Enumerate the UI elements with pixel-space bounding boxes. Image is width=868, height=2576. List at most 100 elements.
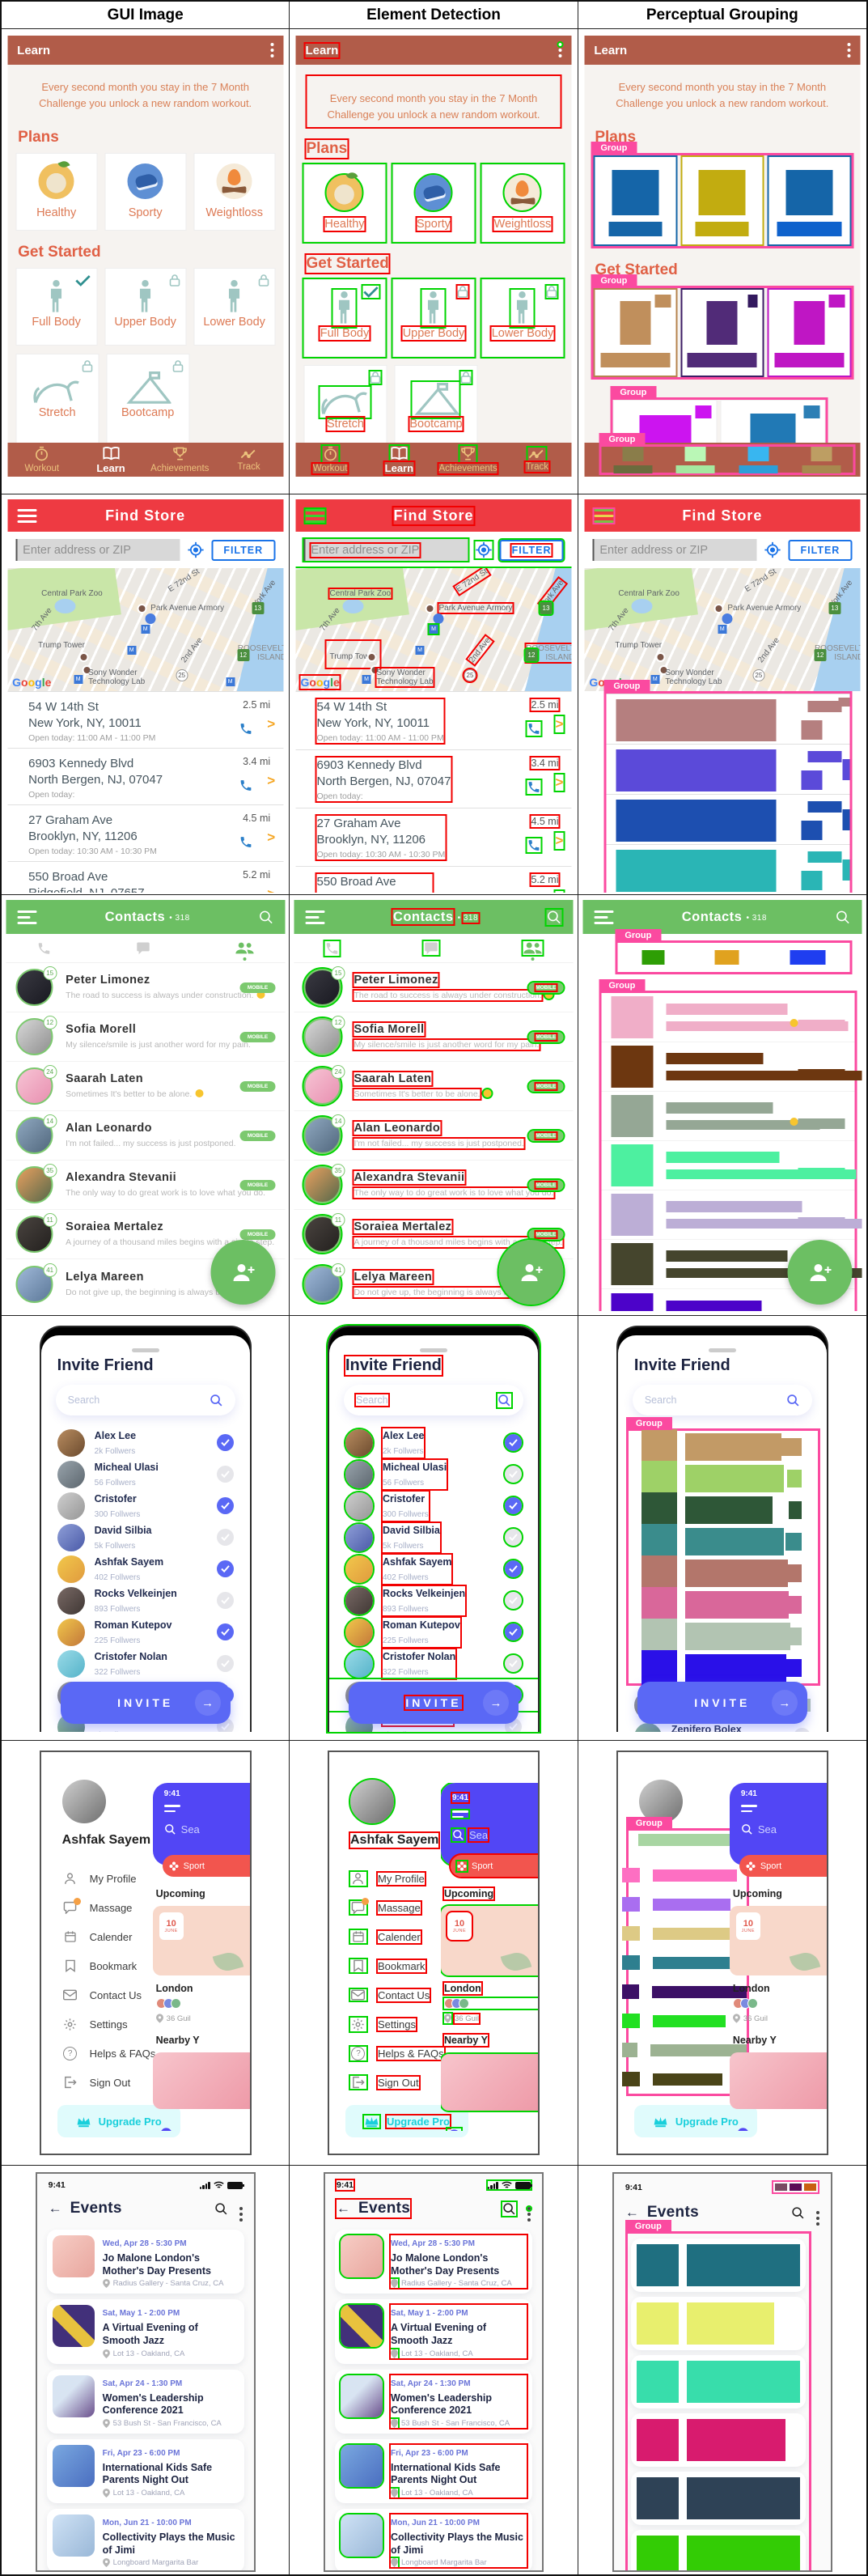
plan-card-weightloss[interactable]: Weightloss [480, 163, 565, 244]
checkbox-checked[interactable] [216, 1560, 234, 1577]
phone-icon[interactable] [239, 779, 252, 792]
address-input[interactable]: Enter address or ZIP [302, 537, 470, 562]
invite-button[interactable]: INVITE → [60, 1682, 231, 1724]
search-icon[interactable] [210, 1394, 223, 1407]
chevron-icon[interactable]: > [553, 715, 565, 734]
invite-row[interactable]: Zenifero Bolex2k Follwers [618, 1721, 827, 1732]
menu-item-calender[interactable]: Calender [62, 1922, 250, 1951]
workout-card-upper-body[interactable]: Upper Body [104, 268, 187, 346]
kebab-icon[interactable] [239, 2207, 243, 2210]
menu-item-sign-out[interactable]: Sign Out [62, 2068, 250, 2097]
menu-item-my-profile[interactable]: My Profile [348, 1864, 538, 1893]
tab-contacts-icon[interactable] [235, 941, 254, 961]
checkbox-unchecked[interactable] [216, 1529, 234, 1546]
invite-button[interactable]: INVITE → [348, 1682, 519, 1724]
nav-item-workout[interactable]: Workout [295, 444, 364, 475]
filter-button[interactable]: FILTER [788, 539, 853, 561]
kebab-icon[interactable] [847, 43, 851, 46]
filter-button[interactable]: FILTER [211, 539, 276, 561]
event-card[interactable]: Sat, May 1 - 2:00 PM A Virtual Evening of… [334, 2299, 532, 2364]
checkbox-checked[interactable] [216, 1497, 234, 1514]
hamburger-icon[interactable] [592, 507, 616, 524]
tab-chat-icon[interactable] [135, 941, 150, 955]
store-map[interactable]: Central Park Zoo E 72nd St Park Avenue A… [584, 568, 861, 691]
hamburger-icon[interactable] [163, 1805, 180, 1812]
workout-card-full-body[interactable]: Full Body [302, 278, 387, 359]
invite-row[interactable]: Cristofer 300 Follwers [41, 1490, 250, 1521]
nav-item-learn[interactable]: Learn [365, 443, 434, 476]
contact-row[interactable]: 41 Lelya Mareen Do not give up, the begin… [6, 1259, 285, 1309]
contact-row[interactable]: 14 Alan Leonardo I'm not failed... my suc… [294, 1111, 574, 1161]
upgrade-pro-button[interactable]: Upgrade Pro [57, 2105, 180, 2137]
contact-row[interactable]: 12 Sofia Morell My silence/smile is just … [294, 1012, 574, 1062]
menu-item-settings[interactable]: Settings [348, 2009, 538, 2039]
contact-row[interactable]: 24 Saarah Laten Sometimes It's better to … [6, 1062, 286, 1111]
invite-row[interactable]: Micheal Ulasi 56 Follwers [41, 1458, 250, 1490]
nav-item-track[interactable]: Track [214, 448, 283, 472]
phone-icon[interactable] [525, 779, 543, 796]
menu-item-contact-us[interactable]: Contact Us [62, 1980, 250, 2009]
checkbox-unchecked[interactable] [502, 1464, 523, 1484]
workout-card-lower-body[interactable]: Lower Body [193, 268, 276, 346]
tab-chat-icon[interactable] [421, 940, 441, 957]
event-card[interactable]: Mon, Jun 21 - 10:00 PM Collectivity Plays… [46, 2509, 244, 2570]
contact-row[interactable]: 35 Alexandra Stevanii The only way to do … [294, 1161, 574, 1210]
menu-item-bookmark[interactable]: Bookmark [62, 1951, 250, 1980]
invite-button[interactable]: INVITE → [637, 1682, 807, 1724]
plan-card-weightloss[interactable]: Weightloss [193, 153, 276, 231]
invite-row[interactable]: Cristofer Nolan 322 Follwers [41, 1648, 250, 1679]
search-icon[interactable] [791, 2206, 805, 2220]
checkbox-checked[interactable] [216, 1434, 234, 1451]
add-contact-fab[interactable] [787, 1240, 853, 1305]
event-card[interactable]: Sat, Apr 24 - 1:30 PM Women's Leadership … [334, 2369, 532, 2434]
search-icon[interactable] [500, 2200, 518, 2217]
store-row[interactable]: 6903 Kennedy Blvd North Bergen, NJ, 07047… [295, 749, 572, 808]
nav-item-achievements[interactable]: Achievements [434, 444, 502, 475]
add-contact-fab[interactable] [210, 1240, 276, 1305]
tab-contacts-icon[interactable] [521, 940, 544, 961]
checkbox-unchecked[interactable] [793, 1728, 811, 1732]
phone-icon[interactable] [239, 835, 252, 849]
contact-row[interactable]: 12 Sofia Morell My silence/smile is just … [6, 1012, 286, 1062]
workout-card-full-body[interactable]: Full Body [15, 268, 98, 346]
checkbox-checked[interactable] [502, 1622, 523, 1642]
chevron-icon[interactable]: > [267, 830, 276, 845]
search-icon[interactable] [495, 1391, 513, 1409]
add-contact-fab[interactable] [497, 1238, 565, 1306]
mini-image-card[interactable] [440, 2052, 538, 2112]
plan-card-sporty[interactable]: Sporty [104, 153, 187, 231]
chevron-icon[interactable]: > [553, 889, 565, 893]
hamburger-icon[interactable] [17, 910, 37, 924]
menu-item-bookmark[interactable]: Bookmark [348, 1951, 538, 1980]
nav-item-track[interactable]: Track [502, 446, 571, 473]
explore-nav-item[interactable]: Explore [159, 2127, 250, 2131]
search-icon[interactable] [544, 907, 564, 927]
search-icon[interactable] [786, 1394, 800, 1407]
kebab-icon[interactable] [525, 2205, 532, 2212]
chevron-icon[interactable]: > [267, 886, 275, 893]
menu-item-calender[interactable]: Calender [348, 1922, 538, 1951]
menu-item-settings[interactable]: Settings [62, 2009, 250, 2039]
sport-chip[interactable]: Sport [448, 1853, 538, 1878]
checkbox-unchecked[interactable] [216, 1655, 234, 1672]
workout-card-upper-body[interactable]: Upper Body [391, 278, 476, 359]
back-arrow-icon[interactable]: ← [48, 2200, 62, 2216]
explore-nav-item[interactable]: Explore [445, 2127, 538, 2131]
event-card[interactable]: Sat, Apr 24 - 1:30 PM Women's Leadership … [46, 2369, 244, 2434]
event-card[interactable]: Wed, Apr 28 - 5:30 PM Jo Malone London's … [334, 2230, 532, 2294]
store-map[interactable]: Central Park Zoo E 72nd St Park Avenue A… [7, 568, 284, 691]
menu-item-contact-us[interactable]: Contact Us [348, 1980, 538, 2009]
search-icon[interactable] [214, 2202, 228, 2216]
invite-row[interactable]: David Silbia 5k Follwers [41, 1521, 250, 1553]
menu-item-sign-out[interactable]: Sign Out [348, 2068, 538, 2097]
menu-item-massage[interactable]: Massage [348, 1893, 538, 1922]
phone-icon[interactable] [525, 720, 543, 737]
invite-search[interactable]: Search [632, 1385, 812, 1415]
location-icon[interactable] [473, 540, 494, 560]
event-card[interactable]: Mon, Jun 21 - 10:00 PM Collectivity Plays… [334, 2509, 532, 2570]
checkbox-unchecked[interactable] [216, 1466, 234, 1483]
back-arrow-icon[interactable]: ← [625, 2205, 639, 2220]
chevron-icon[interactable]: > [553, 831, 565, 851]
mini-search[interactable]: Sea [450, 1827, 538, 1843]
